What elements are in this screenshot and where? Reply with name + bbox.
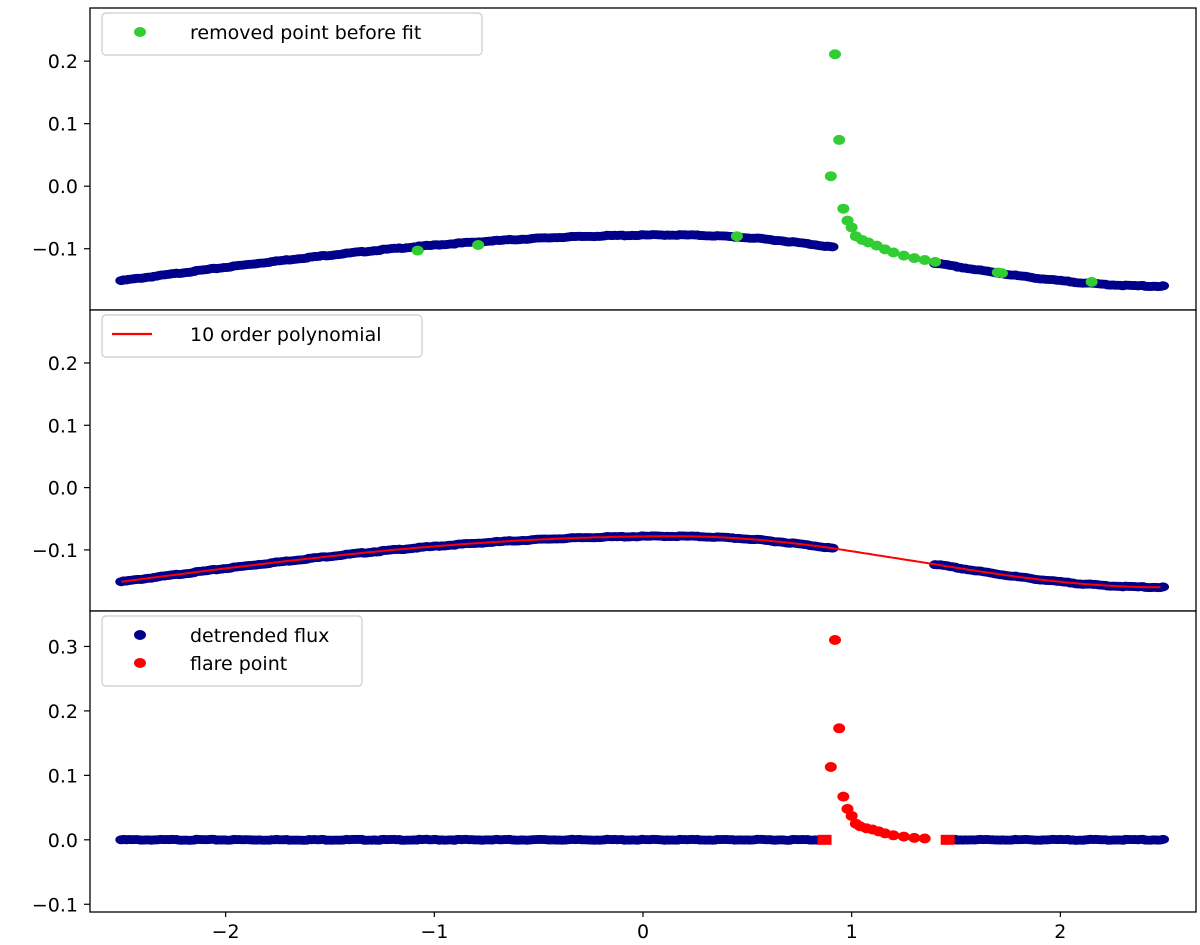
flare-point xyxy=(845,810,858,821)
flare-point xyxy=(824,761,837,772)
y-tick-label: −0.1 xyxy=(32,239,78,261)
panel-bottom: 0.3 0.2 0.1 0.0 −0.1 −2 −1 0 1 2 detrended flux fla… xyxy=(32,610,1197,943)
removed-point xyxy=(929,256,942,267)
y-tick-label: 0.1 xyxy=(48,765,78,787)
legend-frame xyxy=(101,12,483,56)
legend-marker-swatch xyxy=(134,658,146,668)
polynomial-fit-line xyxy=(121,535,1161,589)
removed-point xyxy=(833,134,846,145)
flare-point xyxy=(887,830,900,841)
removed-point xyxy=(472,239,485,250)
y-tick-label: 0.0 xyxy=(48,478,78,500)
y-tick-label: 0.2 xyxy=(48,353,78,375)
removed-point xyxy=(887,247,900,258)
panel-top: 0.2 0.1 0.0 −0.1 removed point before fit xyxy=(32,7,1197,315)
legend-label: detrended flux xyxy=(190,625,329,647)
y-tick-label: 0.0 xyxy=(48,830,78,852)
removed-point xyxy=(897,250,910,261)
y-tick-label: −0.1 xyxy=(32,540,78,562)
flare-point xyxy=(833,723,846,734)
y-tick-label: 0.1 xyxy=(48,114,78,136)
flare-point xyxy=(918,833,931,844)
y-tick-label: 0.2 xyxy=(48,701,78,723)
flux-point xyxy=(1157,281,1170,291)
flare-point xyxy=(828,635,841,646)
data-points xyxy=(115,531,1170,593)
x-tick-label: −1 xyxy=(420,921,448,941)
panel-middle: 0.2 0.1 0.0 −0.1 10 order polynomial xyxy=(32,309,1197,616)
legend-marker-swatch xyxy=(134,27,146,37)
removed-point xyxy=(828,49,841,60)
legend: 10 order polynomial xyxy=(101,314,423,358)
removed-point xyxy=(908,253,921,264)
legend: detrended flux flare point xyxy=(101,615,363,687)
y-tick-label: 0.0 xyxy=(48,176,78,198)
x-tick-label: 2 xyxy=(1054,921,1066,941)
removed-point xyxy=(411,245,424,256)
legend-frame xyxy=(101,314,423,358)
flare-point xyxy=(908,832,921,843)
legend-marker-swatch xyxy=(134,630,146,640)
removed-point xyxy=(837,203,850,214)
legend-label: 10 order polynomial xyxy=(190,324,382,346)
data-points xyxy=(115,49,1170,292)
y-tick-label: 0.2 xyxy=(48,51,78,73)
removed-point xyxy=(824,171,837,182)
removed-point xyxy=(730,231,743,242)
removed-point xyxy=(995,268,1008,279)
data-points xyxy=(115,635,1170,845)
legend-frame xyxy=(101,615,363,687)
x-tick-label: −2 xyxy=(212,921,240,941)
flare-bound-marker xyxy=(817,834,832,845)
flare-point xyxy=(837,791,850,802)
flux-point xyxy=(826,242,839,252)
flare-bound-marker xyxy=(940,834,955,845)
legend-label: removed point before fit xyxy=(190,22,421,44)
flux-point xyxy=(1157,582,1170,592)
legend: removed point before fit xyxy=(101,12,483,56)
removed-point xyxy=(1085,276,1098,287)
x-tick-label: 0 xyxy=(637,921,649,941)
removed-point xyxy=(918,254,931,265)
y-tick-label: 0.3 xyxy=(48,636,78,658)
detrended-point xyxy=(1157,834,1170,844)
x-tick-label: 1 xyxy=(846,921,858,941)
legend-label: flare point xyxy=(190,653,287,675)
removed-point xyxy=(845,222,858,233)
y-tick-label: 0.1 xyxy=(48,415,78,437)
flare-point xyxy=(897,831,910,842)
y-tick-label: −0.1 xyxy=(32,894,78,916)
